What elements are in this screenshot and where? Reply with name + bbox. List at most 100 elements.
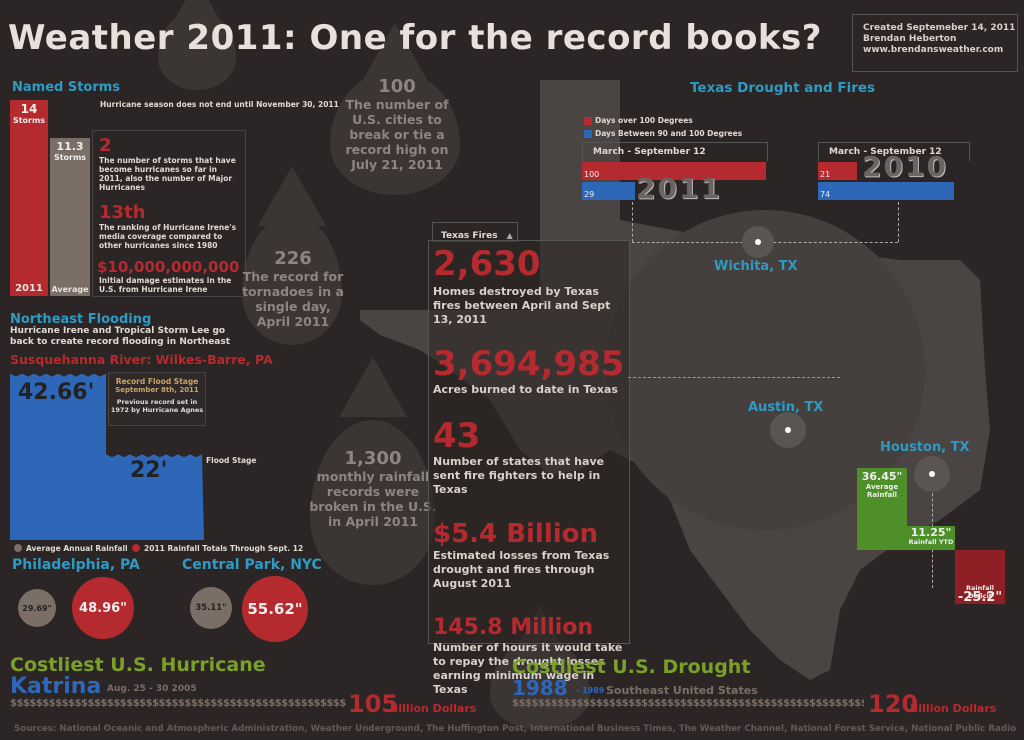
bar-avg-label: Average bbox=[51, 284, 89, 294]
connector-line bbox=[632, 242, 758, 243]
houston-avg-label: Average Rainfall bbox=[865, 483, 899, 499]
houston-dot bbox=[929, 471, 935, 477]
triangle-up-icon: ▲ bbox=[506, 231, 513, 240]
stat-rank-desc: The ranking of Hurricane Irene's media c… bbox=[99, 223, 237, 250]
austin-label: Austin, TX bbox=[748, 400, 824, 415]
legend-red-swatch bbox=[584, 117, 592, 125]
nyc-2011-circle: 55.62" bbox=[242, 576, 308, 642]
storm-stats-box: 2 The number of storms that have become … bbox=[92, 130, 246, 297]
houston-label: Houston, TX bbox=[880, 440, 970, 455]
raindrop-icon bbox=[490, 640, 590, 730]
record-flood-label: Record Flood Stage bbox=[115, 377, 199, 386]
bar-avg-value: 11.3 bbox=[56, 139, 84, 153]
houston-ytd-label: Rainfall YTD bbox=[908, 538, 954, 546]
wichita-dot bbox=[755, 239, 761, 245]
drop-rainfall-number: 1,300 bbox=[344, 448, 402, 469]
bar-2011-days-90-100: 29 bbox=[582, 182, 636, 200]
named-storms-heading: Named Storms bbox=[12, 80, 121, 95]
credit-author: Brendan Heberton bbox=[863, 34, 957, 44]
period-2010-box: March - September 12 bbox=[818, 142, 970, 161]
raindrop-icon bbox=[242, 215, 342, 345]
fire-hours-number: 145.8 Million bbox=[433, 615, 594, 640]
drought-range: - 1989 bbox=[576, 686, 605, 695]
bar-2011-red-value: 100 bbox=[584, 170, 600, 179]
hurricane-name: Katrina bbox=[10, 674, 102, 699]
fire-hours-desc: Number of hours it would take to repay t… bbox=[433, 641, 623, 696]
drought-heading: Texas Drought and Fires bbox=[690, 80, 876, 96]
credit-box: Created Septemeber 14, 2011 Brendan Hebe… bbox=[852, 14, 1018, 72]
credit-date: Created Septemeber 14, 2011 bbox=[863, 23, 1016, 33]
storms-bar-average: 11.3 Storms Average bbox=[50, 137, 90, 296]
philly-avg-circle: 29.69" bbox=[18, 589, 56, 627]
austin-dot bbox=[785, 427, 791, 433]
credit-site: www.brendansweather.com bbox=[863, 45, 1004, 55]
legend-red-label: Days over 100 Degrees bbox=[595, 116, 693, 125]
period-2010-label: March - September 12 bbox=[829, 147, 942, 157]
bar-2011-blue-value: 29 bbox=[584, 190, 595, 199]
fire-states-desc: Number of states that have sent fire fig… bbox=[433, 455, 605, 496]
houston-deficit-label: Rainfall Deficit bbox=[966, 584, 994, 600]
legend-2011-label: 2011 Rainfall Totals Through Sept. 12 bbox=[144, 544, 304, 553]
houston-deficit-value: -25.2" bbox=[957, 590, 1003, 605]
hurricane-dollar-scale: $$$$$$$$$$$$$$$$$$$$$$$$$$$$$$$$$$$$$$$$… bbox=[10, 698, 346, 709]
storms-bar-2011: 14 Storms 2011 bbox=[10, 100, 48, 296]
legend-avg-dot bbox=[14, 544, 22, 552]
fire-acres-desc: Acres burned to date in Texas bbox=[433, 383, 618, 396]
legend-2011-dot bbox=[132, 544, 140, 552]
bar-2010-days-90-100: 74 bbox=[818, 182, 955, 200]
nyc-avg-circle: 35.11" bbox=[190, 587, 232, 629]
drop-rainfall-text: monthly rainfall records were broken in … bbox=[309, 469, 437, 529]
year-2010-label: 2010 bbox=[862, 150, 948, 183]
stat-hurricanes-number: 2 bbox=[99, 135, 112, 156]
period-2011-label: March - September 12 bbox=[593, 147, 706, 157]
fire-states-number: 43 bbox=[433, 416, 481, 456]
connector-line bbox=[898, 202, 899, 242]
texas-fires-tab: Texas Fires ▲ bbox=[432, 222, 518, 242]
connector-line bbox=[758, 242, 898, 243]
bar-2011-days-over-100: 100 bbox=[582, 162, 766, 180]
bar-2010-red-value: 21 bbox=[820, 170, 831, 179]
flood-chart bbox=[10, 373, 204, 540]
bar-2011-label: 2011 bbox=[15, 283, 43, 294]
drop-heat-number: 100 bbox=[378, 76, 416, 97]
drought-dollar-scale: $$$$$$$$$$$$$$$$$$$$$$$$$$$$$$$$$$$$$$$$… bbox=[512, 698, 864, 709]
houston-ytd-bar: 11.25" Rainfall YTD bbox=[907, 526, 955, 550]
fire-losses-desc: Estimated losses from Texas drought and … bbox=[433, 549, 610, 590]
houston-avg-value: 36.45" bbox=[861, 470, 903, 483]
flooding-desc: Hurricane Irene and Tropical Storm Lee g… bbox=[10, 326, 231, 347]
fire-homes-number: 2,630 bbox=[433, 244, 541, 284]
year-2011-label: 2011 bbox=[636, 172, 722, 205]
drought-cost-unit: Billion Dollars bbox=[910, 702, 997, 715]
hurricane-cost-number: 105 bbox=[348, 690, 399, 718]
drought-cost-number: 120 bbox=[868, 690, 919, 718]
drop-tornadoes: 226 The record for tornadoes in a single… bbox=[240, 248, 346, 329]
sources-footer: Sources: National Oceanic and Atmospheri… bbox=[14, 724, 1017, 734]
drought-year: 1988 bbox=[512, 676, 568, 700]
connector-line bbox=[628, 377, 840, 378]
record-flood-note: Previous record set in 1972 by Hurricane… bbox=[110, 398, 204, 414]
legend-blue-label: Days Between 90 and 100 Degrees bbox=[595, 129, 743, 138]
stat-hurricanes-desc: The number of storms that have become hu… bbox=[99, 156, 236, 192]
hurricane-dates: Aug. 25 - 30 2005 bbox=[107, 684, 197, 694]
texas-fires-panel: 2,630 Homes destroyed by Texas fires bet… bbox=[428, 240, 630, 696]
river-heading: Susquehanna River: Wilkes-Barre, PA bbox=[10, 352, 273, 367]
record-flood-value: 42.66' bbox=[18, 380, 95, 405]
texas-fires-tab-label: Texas Fires bbox=[441, 231, 498, 241]
record-flood-box: Record Flood Stage September 8th, 2011 P… bbox=[108, 372, 206, 426]
hurricane-heading: Costliest U.S. Hurricane bbox=[10, 654, 266, 676]
drop-tornado-number: 226 bbox=[274, 248, 312, 269]
houston-avg-bar: 36.45" Average Rainfall bbox=[857, 468, 907, 550]
flood-stage-value: 22' bbox=[130, 458, 168, 483]
season-note: Hurricane season does not end until Nove… bbox=[100, 100, 339, 109]
texas-map bbox=[360, 80, 990, 680]
drought-cost-heading: Costliest U.S. Drought bbox=[512, 656, 751, 678]
drop-tornado-text: The record for tornadoes in a single day… bbox=[242, 269, 344, 329]
bar-avg-unit: Storms bbox=[53, 152, 87, 162]
legend-avg-label: Average Annual Rainfall bbox=[26, 544, 128, 553]
legend-blue-swatch bbox=[584, 130, 592, 138]
record-flood-date: September 8th, 2011 bbox=[115, 386, 199, 394]
city-philadelphia: Philadelphia, PA bbox=[12, 557, 140, 573]
drought-region: Southeast United States bbox=[606, 684, 758, 697]
fire-acres-number: 3,694,985 bbox=[433, 344, 625, 384]
